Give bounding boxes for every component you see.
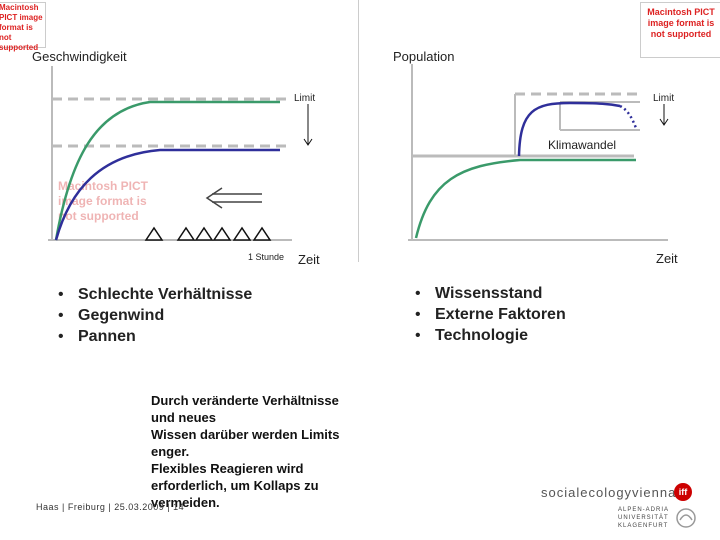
pict-placeholder-top-left: Macintosh PICT image format is not suppo…	[0, 2, 46, 52]
right-y-axis-label: Population	[393, 49, 455, 64]
left-y-axis-label: Geschwindigkeit	[32, 49, 127, 64]
right-curve-green	[414, 158, 636, 239]
university-logo-icon	[676, 508, 696, 528]
university-line: UNIVERSITÄT	[618, 515, 669, 521]
right-curve-blue	[517, 101, 621, 157]
right-bullet-list: Wissensstand Externe Faktoren Technologi…	[409, 283, 566, 346]
graphs-svg	[48, 64, 669, 241]
obstacle-triangle	[194, 226, 214, 241]
note-line: Durch veränderte Verhältnisse	[151, 393, 339, 408]
footer-text: Haas | Freiburg | 25.03.2009 | 14	[36, 502, 185, 512]
note-line: enger.	[151, 444, 190, 459]
note-text-block: Durch veränderte Verhältnisse und neues …	[151, 392, 371, 511]
university-line: ALPEN-ADRIA	[618, 507, 670, 513]
left-bullet-item: Pannen	[52, 326, 252, 347]
right-limit-arrow-head	[659, 118, 669, 126]
left-bullet-item: Gegenwind	[52, 305, 252, 326]
right-bullet-item: Wissensstand	[409, 283, 566, 304]
note-line: und neues	[151, 410, 217, 425]
right-bullet-item: Technologie	[409, 325, 566, 346]
iff-logo: iff	[674, 483, 692, 501]
left-bullet-item: Schlechte Verhältnisse	[52, 284, 252, 305]
brand-wordmark: socialecologyvienna	[541, 485, 677, 500]
left-limit-arrow-head	[303, 138, 313, 146]
university-line: KLAGENFURT	[618, 523, 669, 529]
left-arrow-head	[205, 187, 223, 209]
note-line: erforderlich, um Kollaps zu	[151, 478, 319, 493]
obstacle-triangle	[252, 226, 272, 241]
left-x-axis-label: Zeit	[298, 252, 320, 267]
left-bullet-list: Schlechte Verhältnisse Gegenwind Pannen	[52, 284, 252, 347]
left-limit-label: Limit	[294, 93, 316, 104]
university-name: ALPEN-ADRIA UNIVERSITÄT KLAGENFURT	[618, 506, 669, 530]
right-bullet-item: Externe Faktoren	[409, 304, 566, 325]
obstacle-triangle	[232, 226, 252, 241]
hour-label: 1 Stunde	[248, 252, 285, 262]
slide-divider	[358, 0, 359, 262]
obstacle-triangle	[212, 226, 232, 241]
pict-placeholder-top-right: Macintosh PICT image format is not suppo…	[640, 2, 720, 58]
right-curve-blue-decline	[619, 104, 638, 129]
right-graph	[408, 64, 669, 241]
obstacle-triangle	[176, 226, 196, 241]
right-limit-label: Limit	[653, 93, 675, 104]
note-line: vermeiden.	[151, 495, 220, 510]
note-line: Wissen darüber werden Limits	[151, 427, 340, 442]
climate-change-label: Klimawandel	[548, 138, 617, 152]
right-x-axis-label: Zeit	[656, 251, 678, 266]
left-graph	[48, 66, 313, 241]
left-curve-upper	[54, 100, 280, 241]
obstacle-triangle	[144, 226, 164, 241]
note-line: Flexibles Reagieren wird	[151, 461, 304, 476]
left-curve-lower	[54, 148, 280, 241]
